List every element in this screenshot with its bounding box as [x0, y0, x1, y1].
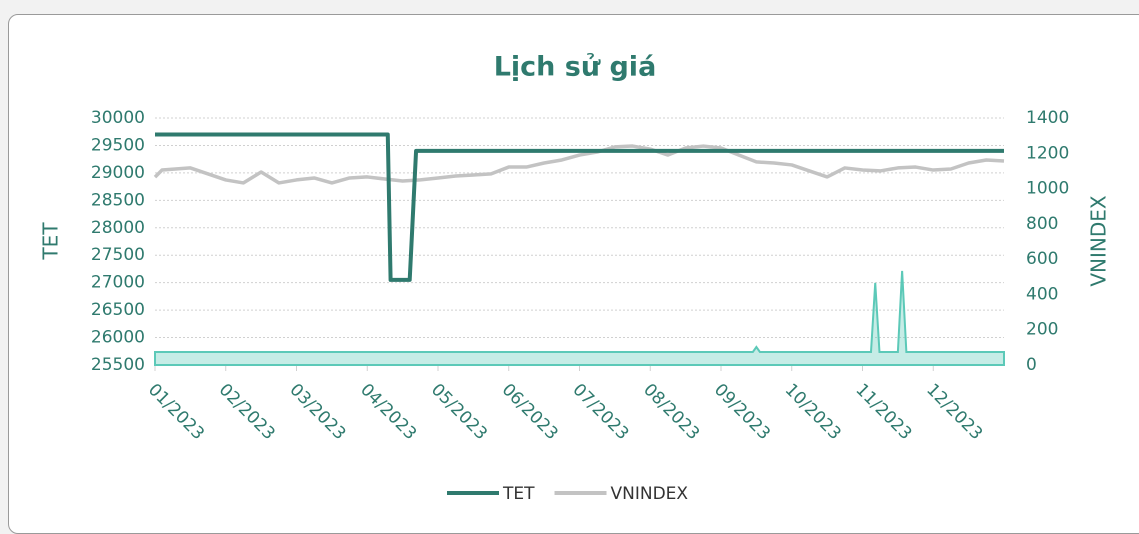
series-area	[154, 270, 1005, 366]
chart-title: Lịch sử giá	[494, 52, 657, 83]
y-axis-label: TET	[39, 222, 63, 261]
x-tick-label: 09/2023	[710, 380, 774, 444]
x-tick-label: 10/2023	[781, 380, 845, 444]
x-tick-label: 01/2023	[144, 380, 208, 444]
x-tick-label: 02/2023	[215, 380, 279, 444]
page: Lịch sử giá TET VNINDEX 25500 26000 26500 2…	[8, 14, 1139, 534]
y-tick-label: 27000	[91, 273, 145, 293]
y-tick-label: 27500	[91, 245, 145, 265]
y2-tick-label: 400	[1026, 284, 1058, 304]
y-tick-label: 25500	[91, 355, 145, 375]
y-tick-label: 29500	[91, 135, 145, 155]
x-tick-label: 07/2023	[568, 380, 632, 444]
y-tick-label: 28500	[91, 190, 145, 210]
x-tick-label: 08/2023	[639, 380, 703, 444]
series-line	[155, 132, 1004, 282]
y-tick-label: 28000	[91, 218, 145, 238]
legend-label: VNINDEX	[611, 484, 689, 504]
series-line	[153, 144, 1005, 185]
x-tick-label: 06/2023	[498, 380, 562, 444]
x-tick-label: 04/2023	[356, 380, 420, 444]
y2-tick-label: 1000	[1026, 179, 1069, 199]
y2-tick-label: 600	[1026, 249, 1058, 269]
y2-axis-label: VNINDEX	[1087, 195, 1111, 287]
y2-tick-label: 1200	[1026, 143, 1069, 163]
x-tick-label: 12/2023	[922, 380, 986, 444]
y2-tick-label: 1400	[1026, 108, 1069, 128]
y2-tick-label: 800	[1026, 214, 1058, 234]
x-tick-label: 05/2023	[427, 380, 491, 444]
y-tick-label: 26000	[91, 328, 145, 348]
y2-tick-label: 0	[1026, 355, 1037, 375]
y-tick-label: 29000	[91, 163, 145, 183]
legend-label: TET	[502, 484, 535, 504]
y-tick-label: 26500	[91, 300, 145, 320]
x-tick-label: 11/2023	[851, 380, 915, 444]
chart: Lịch sử giá TET VNINDEX 25500 26000 26500 2…	[39, 52, 1111, 505]
chart-card	[8, 14, 1139, 534]
x-tick-label: 03/2023	[285, 380, 349, 444]
y2-tick-label: 200	[1026, 320, 1058, 340]
y-tick-label: 30000	[91, 108, 145, 128]
